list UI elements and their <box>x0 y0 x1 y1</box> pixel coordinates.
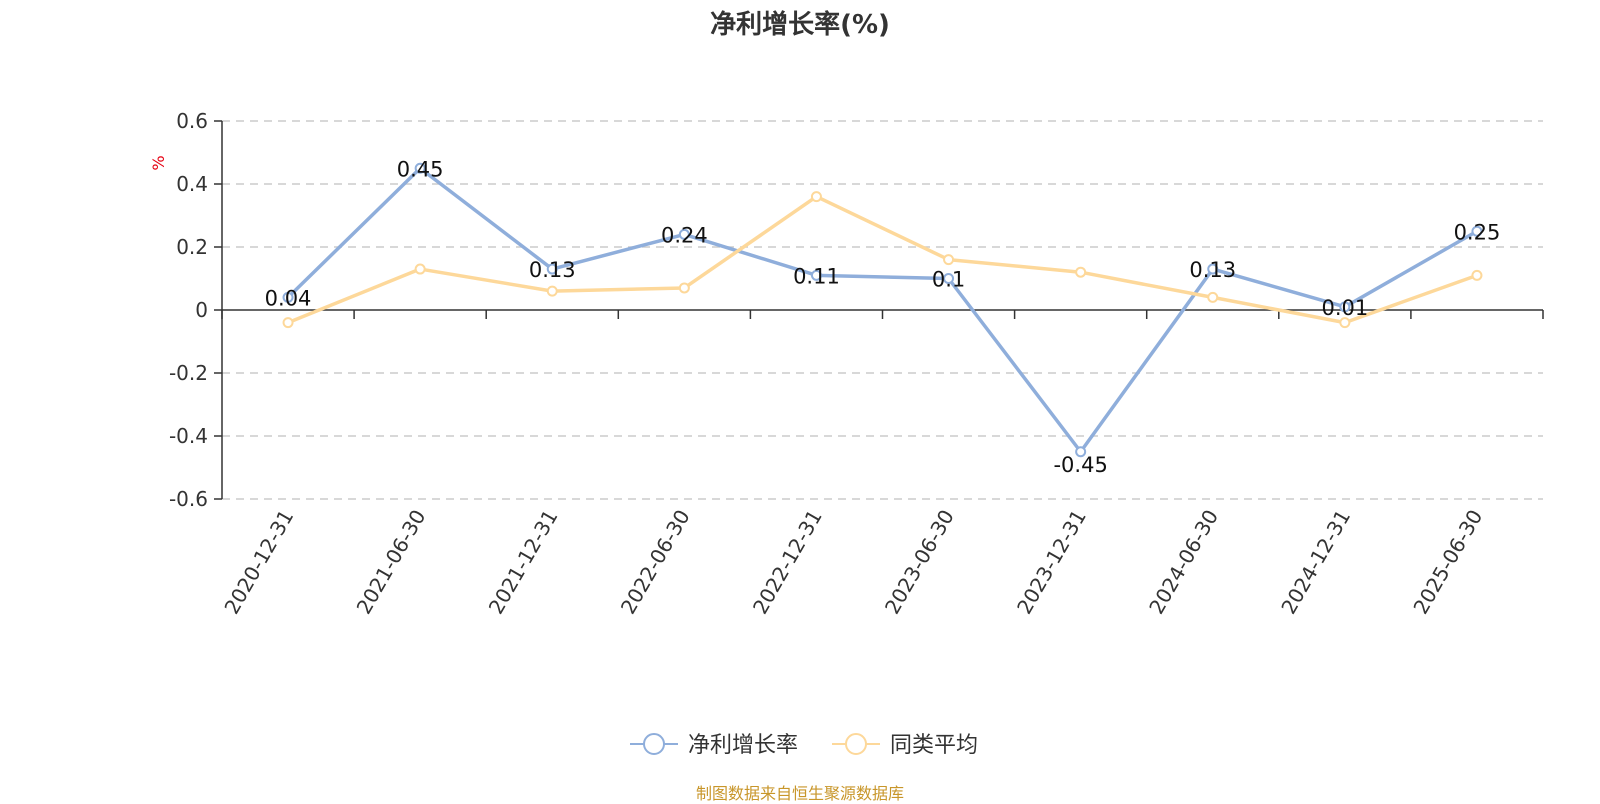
y-tick-label: 0.4 <box>176 172 208 196</box>
data-label: 0.01 <box>1321 296 1368 320</box>
data-label: 0.24 <box>661 223 708 247</box>
grid-lines <box>222 120 1543 500</box>
data-label: 0.25 <box>1454 220 1501 244</box>
x-tick-label: 2022-06-30 <box>616 506 695 619</box>
data-point <box>1075 446 1087 458</box>
data-label: -0.45 <box>1053 453 1107 477</box>
data-label: 0.11 <box>793 264 840 288</box>
y-tick-label: 0.2 <box>176 235 208 259</box>
data-point <box>943 273 955 284</box>
x-tick-label: 2020-12-31 <box>219 506 298 619</box>
series-line-peer-average <box>287 194 1478 325</box>
data-source-note: 制图数据来自恒生聚源数据库 <box>695 784 904 803</box>
data-point <box>414 162 426 174</box>
data-point <box>678 282 690 294</box>
data-point <box>943 254 955 266</box>
legend-item-net-profit-growth[interactable]: 净利增长率 <box>630 733 798 758</box>
x-tick-label: 2021-12-31 <box>484 506 563 619</box>
data-point <box>810 191 822 203</box>
data-point <box>678 228 690 240</box>
legend-label: 净利增长率 <box>688 733 798 758</box>
data-point <box>414 263 426 275</box>
data-point <box>282 291 294 303</box>
legend-item-peer-average[interactable]: 同类平均 <box>832 733 978 758</box>
data-point <box>1471 225 1483 237</box>
legend-marker-icon <box>845 733 867 755</box>
y-tick-label: -0.2 <box>169 361 208 385</box>
chart-title: 净利增长率(%) <box>710 10 890 40</box>
data-point <box>1339 317 1351 329</box>
data-point <box>282 317 294 329</box>
y-tick-label: -0.6 <box>169 487 208 511</box>
data-point <box>1207 291 1219 303</box>
data-label: 0.45 <box>397 157 444 181</box>
data-point <box>1339 301 1351 313</box>
data-point <box>546 263 558 275</box>
data-point <box>1471 269 1483 281</box>
axes: 0.6 0.4 0.2 0 -0.2 -0.4 -0.6% 2020-12-31 2021-06… <box>149 109 1544 619</box>
series-lines <box>282 162 1483 458</box>
y-axis-unit-label: % <box>149 155 168 170</box>
x-tick-label: 2024-12-31 <box>1276 506 1355 619</box>
x-tick-label: 2023-12-31 <box>1012 506 1091 619</box>
data-label: 0.04 <box>265 286 312 310</box>
line-chart: 0.6 0.4 0.2 0 -0.2 -0.4 -0.6% 2020-12-31 2021-06… <box>149 109 1544 758</box>
x-tick-label: 2021-06-30 <box>352 506 431 619</box>
data-point <box>810 269 822 281</box>
data-point <box>1075 266 1087 278</box>
data-labels: 0.04 0.45 0.13 0.24 0.11 0.1 -0.45 0.13 0.01 0.25 <box>265 157 1501 477</box>
x-tick-label: 2025-06-30 <box>1408 506 1487 619</box>
data-label: 0.13 <box>1189 258 1236 282</box>
x-tick-label: 2024-06-30 <box>1144 506 1223 619</box>
data-label: 0.13 <box>529 258 576 282</box>
y-tick-label: 0.6 <box>176 109 208 133</box>
legend-label: 同类平均 <box>890 733 978 758</box>
data-label: 0.1 <box>932 268 965 292</box>
y-tick-label: 0 <box>195 298 208 322</box>
series-line-net-profit-growth <box>286 166 1478 454</box>
y-tick-label: -0.4 <box>169 424 208 448</box>
x-tick-label: 2022-12-31 <box>748 506 827 619</box>
legend[interactable]: 净利增长率 同类平均 <box>630 733 978 758</box>
legend-marker-icon <box>643 733 665 755</box>
data-point <box>546 285 558 297</box>
data-point <box>1207 263 1219 275</box>
x-tick-label: 2023-06-30 <box>880 506 959 619</box>
